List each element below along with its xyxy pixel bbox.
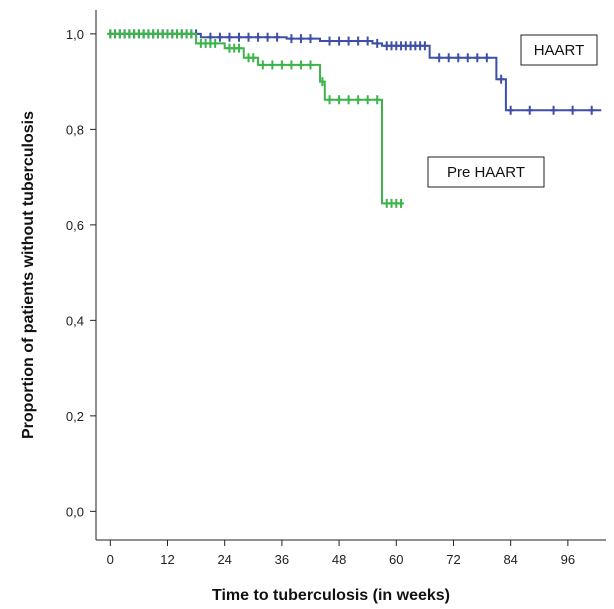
censor-mark-haart bbox=[550, 105, 557, 115]
censor-mark-pre-haart bbox=[364, 95, 371, 105]
x-tick-label: 72 bbox=[446, 552, 460, 567]
y-ticks: 0,0 0,2 0,4 0,6 0,8 1,0 bbox=[66, 27, 96, 519]
censor-mark-haart bbox=[474, 53, 481, 63]
censor-mark-haart bbox=[274, 32, 281, 42]
annotation-layer: HAART Pre HAART bbox=[427, 34, 598, 188]
censor-mark-haart bbox=[264, 32, 271, 42]
censor-mark-pre-haart bbox=[307, 60, 314, 70]
censor-mark-haart bbox=[588, 105, 595, 115]
censor-mark-haart bbox=[245, 32, 252, 42]
y-tick-label: 0,0 bbox=[66, 504, 84, 519]
censor-mark-pre-haart bbox=[259, 60, 266, 70]
censor-mark-haart bbox=[526, 105, 533, 115]
censor-mark-haart bbox=[235, 32, 242, 42]
y-tick-label: 1,0 bbox=[66, 27, 84, 42]
censor-mark-haart bbox=[307, 34, 314, 44]
censor-mark-haart bbox=[297, 34, 304, 44]
x-tick-label: 12 bbox=[160, 552, 174, 567]
censor-mark-haart bbox=[374, 38, 381, 48]
annotation-pre-haart: Pre HAART bbox=[447, 164, 525, 181]
censor-mark-haart bbox=[364, 36, 371, 46]
censor-mark-haart bbox=[445, 53, 452, 63]
y-tick-label: 0,2 bbox=[66, 409, 84, 424]
y-axis-title: Proportion of patients without tuberculo… bbox=[20, 111, 37, 439]
censor-mark-pre-haart bbox=[297, 60, 304, 70]
censor-mark-haart bbox=[507, 105, 514, 115]
censor-mark-pre-haart bbox=[355, 95, 362, 105]
censor-mark-haart bbox=[326, 36, 333, 46]
x-tick-label: 0 bbox=[107, 552, 114, 567]
censor-mark-pre-haart bbox=[326, 95, 333, 105]
y-tick-label: 0,4 bbox=[66, 313, 84, 328]
annotation-box-pre-haart bbox=[427, 156, 545, 188]
x-tick-label: 36 bbox=[275, 552, 289, 567]
censor-mark-haart bbox=[436, 53, 443, 63]
censor-mark-haart bbox=[498, 74, 505, 84]
censor-mark-pre-haart bbox=[345, 95, 352, 105]
censor-mark-haart bbox=[355, 36, 362, 46]
x-tick-label: 24 bbox=[217, 552, 231, 567]
annotation-box-haart bbox=[520, 34, 598, 66]
censor-mark-haart bbox=[226, 32, 233, 42]
series-line-pre-haart bbox=[110, 32, 402, 205]
censor-mark-pre-haart bbox=[398, 198, 405, 208]
censor-mark-pre-haart bbox=[278, 60, 285, 70]
censor-mark-pre-haart bbox=[212, 38, 219, 48]
censor-mark-pre-haart bbox=[235, 43, 242, 53]
x-tick-label: 48 bbox=[332, 552, 346, 567]
censor-mark-pre-haart bbox=[319, 77, 326, 87]
censor-mark-haart bbox=[421, 41, 428, 51]
censor-mark-haart bbox=[464, 53, 471, 63]
censor-mark-pre-haart bbox=[336, 95, 343, 105]
censor-mark-pre-haart bbox=[288, 60, 295, 70]
censor-mark-haart bbox=[345, 36, 352, 46]
y-tick-label: 0,8 bbox=[66, 122, 84, 137]
x-tick-label: 60 bbox=[389, 552, 403, 567]
censor-mark-haart bbox=[288, 34, 295, 44]
censor-mark-haart bbox=[336, 36, 343, 46]
x-tick-label: 96 bbox=[561, 552, 575, 567]
x-ticks: 0 12 24 36 48 60 72 84 96 bbox=[107, 540, 575, 567]
x-tick-label: 84 bbox=[503, 552, 517, 567]
censor-mark-haart bbox=[216, 32, 223, 42]
censor-mark-pre-haart bbox=[188, 29, 195, 39]
censor-mark-haart bbox=[255, 32, 262, 42]
axes bbox=[95, 10, 606, 541]
censor-mark-pre-haart bbox=[250, 53, 257, 63]
x-axis-title: Time to tuberculosis (in weeks) bbox=[212, 587, 450, 604]
censor-mark-pre-haart bbox=[374, 95, 381, 105]
censor-mark-haart bbox=[569, 105, 576, 115]
y-tick-label: 0,6 bbox=[66, 218, 84, 233]
series-layer bbox=[107, 29, 602, 208]
censor-mark-haart bbox=[483, 53, 490, 63]
annotation-haart: HAART bbox=[534, 42, 585, 59]
censor-mark-pre-haart bbox=[269, 60, 276, 70]
censor-mark-haart bbox=[455, 53, 462, 63]
